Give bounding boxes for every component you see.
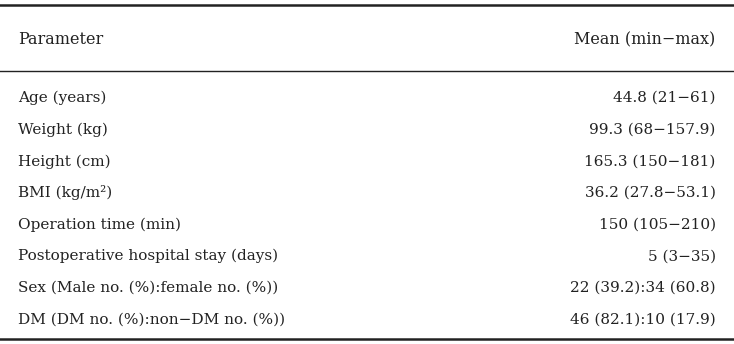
Text: Sex (Male no. (%):female no. (%)): Sex (Male no. (%):female no. (%)) — [18, 281, 279, 295]
Text: 99.3 (68−157.9): 99.3 (68−157.9) — [589, 123, 716, 137]
Text: 36.2 (27.8−53.1): 36.2 (27.8−53.1) — [585, 186, 716, 200]
Text: Height (cm): Height (cm) — [18, 154, 111, 169]
Text: 22 (39.2):34 (60.8): 22 (39.2):34 (60.8) — [570, 281, 716, 295]
Text: DM (DM no. (%):non−DM no. (%)): DM (DM no. (%):non−DM no. (%)) — [18, 313, 286, 326]
Text: Mean (min−max): Mean (min−max) — [575, 31, 716, 48]
Text: 46 (82.1):10 (17.9): 46 (82.1):10 (17.9) — [570, 313, 716, 326]
Text: Postoperative hospital stay (days): Postoperative hospital stay (days) — [18, 249, 278, 264]
Text: Operation time (min): Operation time (min) — [18, 217, 181, 232]
Text: BMI (kg/m²): BMI (kg/m²) — [18, 185, 112, 201]
Text: 165.3 (150−181): 165.3 (150−181) — [584, 154, 716, 168]
Text: Parameter: Parameter — [18, 31, 103, 48]
Text: 44.8 (21−61): 44.8 (21−61) — [613, 91, 716, 105]
Text: 150 (105−210): 150 (105−210) — [598, 218, 716, 232]
Text: Age (years): Age (years) — [18, 91, 106, 105]
Text: Weight (kg): Weight (kg) — [18, 122, 108, 137]
Text: 5 (3−35): 5 (3−35) — [647, 249, 716, 263]
